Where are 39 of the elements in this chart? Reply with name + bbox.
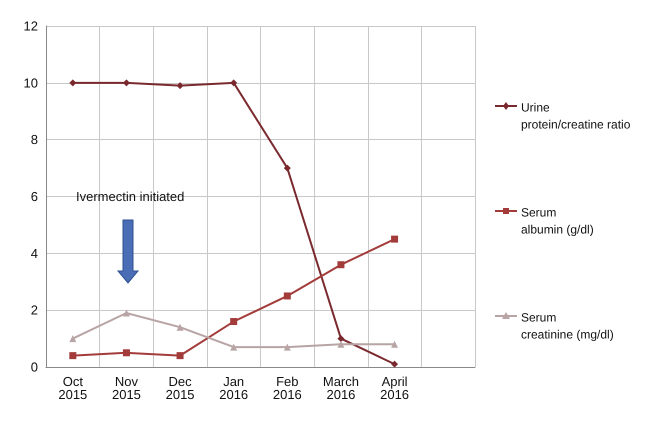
y-tick-label: 12 bbox=[24, 18, 38, 34]
point bbox=[284, 292, 291, 300]
point bbox=[69, 352, 76, 360]
point bbox=[337, 335, 344, 342]
y-tick-label: 0 bbox=[30, 360, 38, 374]
x-tick-label: April 2016 bbox=[380, 374, 410, 402]
point bbox=[284, 344, 291, 351]
point bbox=[176, 82, 184, 90]
point bbox=[230, 344, 238, 351]
point bbox=[69, 79, 76, 86]
x-tick-label: Feb 2016 bbox=[272, 374, 302, 402]
y-tick-label: 8 bbox=[30, 132, 38, 148]
legend-label: Urine protein/creatine ratio bbox=[521, 100, 631, 132]
annotation: Ivermectin initiated bbox=[76, 189, 184, 204]
point bbox=[230, 79, 238, 86]
point bbox=[391, 236, 398, 243]
x-tick-label: Dec 2015 bbox=[166, 374, 195, 402]
point bbox=[337, 340, 344, 348]
point bbox=[122, 310, 130, 317]
legend-label: Serum albumin (g/dl) bbox=[521, 206, 594, 236]
legend-label: Serum creatinine (mg/dl) bbox=[521, 310, 614, 342]
point bbox=[176, 324, 184, 331]
x-tick-label: Oct 2015 bbox=[58, 374, 88, 402]
x-tick-label: Nov 2015 bbox=[112, 374, 141, 402]
point bbox=[337, 261, 344, 268]
x-tick-label: Jan 2016 bbox=[219, 374, 248, 402]
point bbox=[284, 164, 291, 172]
y-tick-label: 6 bbox=[30, 189, 38, 204]
point bbox=[230, 318, 238, 326]
point bbox=[391, 340, 398, 348]
x-tick-label: March 2016 bbox=[322, 374, 359, 402]
point bbox=[391, 360, 398, 368]
y-tick-label: 10 bbox=[24, 75, 38, 90]
y-tick-label: 2 bbox=[30, 302, 38, 318]
point bbox=[176, 352, 184, 360]
point bbox=[122, 349, 130, 356]
point bbox=[69, 335, 76, 342]
point bbox=[122, 79, 130, 86]
y-tick-label: 4 bbox=[30, 246, 38, 261]
